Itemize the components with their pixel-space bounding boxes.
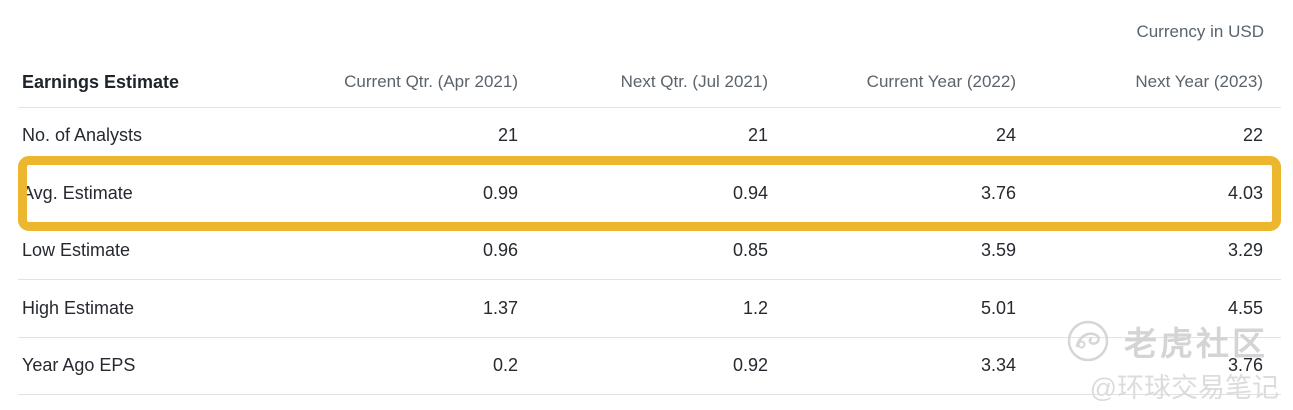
column-header-current-year: Current Year (2022) [866, 72, 1016, 92]
row-label: High Estimate [22, 297, 135, 318]
table-row-no-of-analysts: No. of Analysts 21 21 24 22 [18, 107, 1281, 165]
row-spacer [1263, 165, 1281, 223]
cell-value: 1.2 [742, 297, 768, 318]
row-spacer [1263, 107, 1281, 165]
earnings-estimate-table: Earnings Estimate Current Qtr. (Apr 2021… [18, 58, 1281, 395]
cell-value: 5.01 [980, 297, 1016, 318]
column-header-earnings-estimate: Earnings Estimate [22, 71, 180, 92]
cell-value: 3.34 [980, 355, 1016, 376]
column-header-next-year: Next Year (2023) [1135, 72, 1263, 92]
cell-value: 0.2 [492, 355, 518, 376]
column-header-current-qtr: Current Qtr. (Apr 2021) [344, 72, 518, 92]
cell-value: 0.94 [732, 182, 768, 203]
row-label: Avg. Estimate [22, 182, 133, 203]
cell-value: 4.03 [1227, 182, 1263, 203]
table-row-high-estimate: High Estimate 1.37 1.2 5.01 4.55 [18, 280, 1281, 338]
cell-value: 21 [747, 125, 768, 146]
cell-value: 3.59 [980, 240, 1016, 261]
currency-note: Currency in USD [1136, 22, 1264, 41]
cell-value: 22 [1242, 125, 1263, 146]
row-spacer [1263, 280, 1281, 338]
table-header-row: Earnings Estimate Current Qtr. (Apr 2021… [18, 58, 1281, 107]
cell-value: 3.76 [1227, 355, 1263, 376]
earnings-table: Earnings Estimate Current Qtr. (Apr 2021… [18, 58, 1281, 395]
table-row-avg-estimate: Avg. Estimate 0.99 0.94 3.76 4.03 [18, 165, 1281, 223]
cell-value: 4.55 [1227, 297, 1263, 318]
column-header-next-qtr: Next Qtr. (Jul 2021) [620, 72, 768, 92]
cell-value: 21 [497, 125, 518, 146]
row-label: Low Estimate [22, 240, 131, 261]
table-row-year-ago-eps: Year Ago EPS 0.2 0.92 3.34 3.76 [18, 337, 1281, 395]
cell-value: 1.37 [482, 297, 518, 318]
row-spacer [1263, 337, 1281, 395]
table-row-low-estimate: Low Estimate 0.96 0.85 3.59 3.29 [18, 222, 1281, 280]
cell-value: 0.85 [732, 240, 768, 261]
cell-value: 0.99 [482, 182, 518, 203]
header-spacer [1263, 58, 1281, 107]
cell-value: 24 [995, 125, 1016, 146]
row-spacer [1263, 222, 1281, 280]
row-label: No. of Analysts [22, 125, 143, 146]
row-label: Year Ago EPS [22, 355, 136, 376]
cell-value: 0.96 [482, 240, 518, 261]
cell-value: 3.29 [1227, 240, 1263, 261]
cell-value: 0.92 [732, 355, 768, 376]
cell-value: 3.76 [980, 182, 1016, 203]
